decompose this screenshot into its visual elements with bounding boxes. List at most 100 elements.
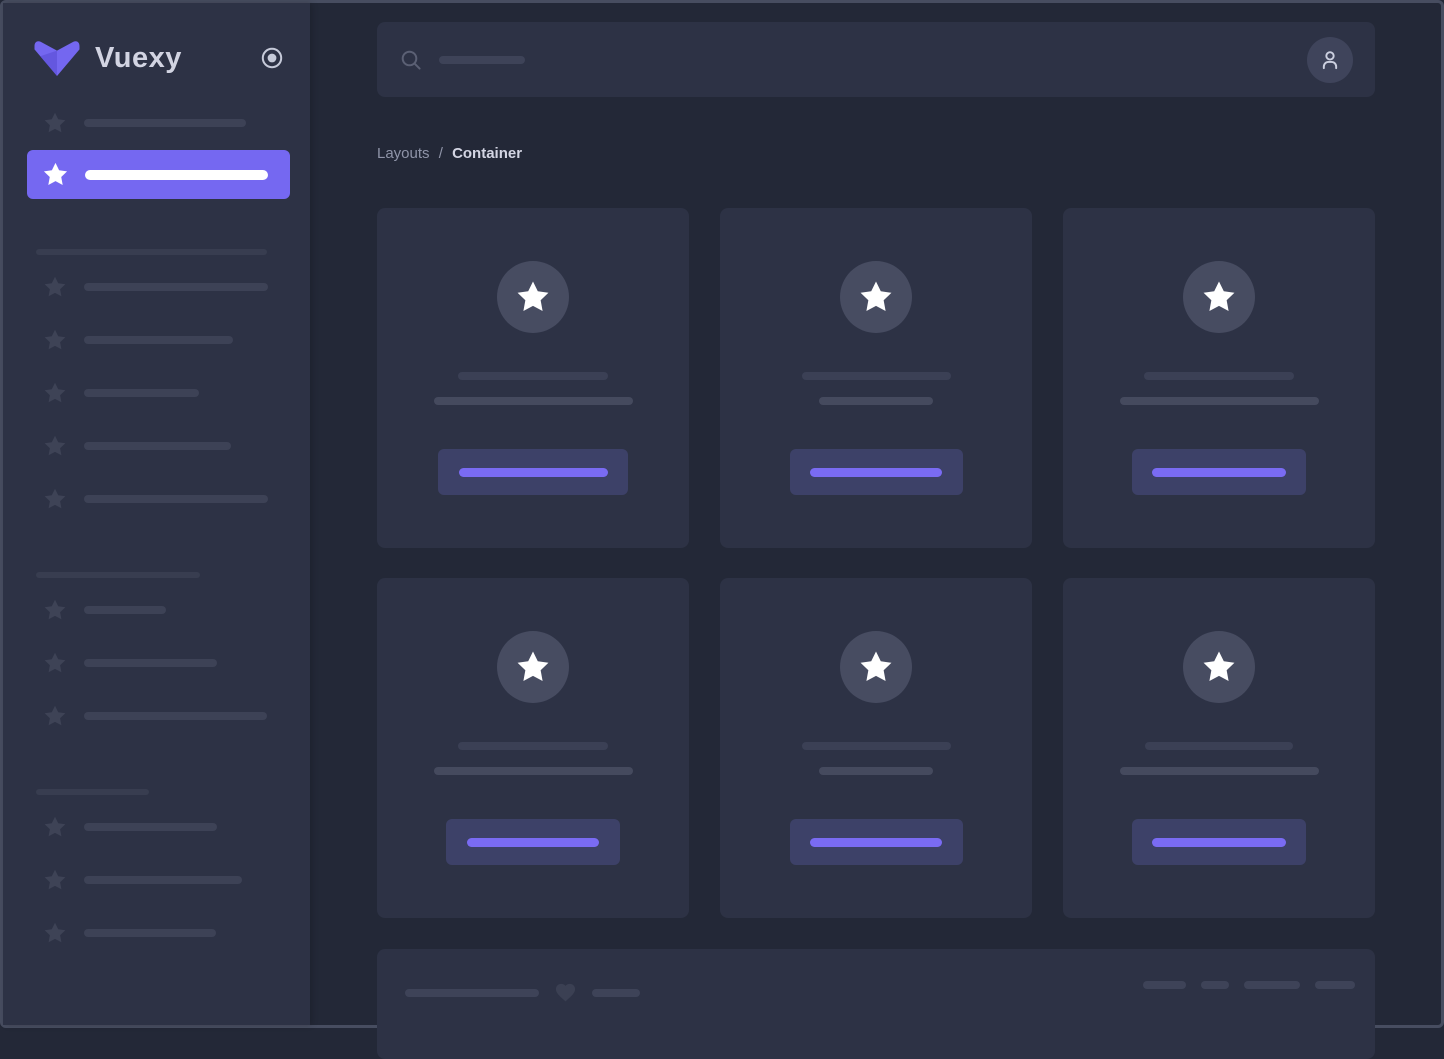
card-badge-circle	[840, 631, 912, 703]
card-badge-circle	[1183, 261, 1255, 333]
button-label-bar	[467, 837, 599, 847]
card-action-button[interactable]	[789, 819, 963, 865]
card-subtitle-bar	[819, 767, 933, 775]
heart-icon	[554, 981, 577, 1004]
brand-name: Vuexy	[95, 41, 182, 74]
card-subtitle-bar	[1119, 767, 1319, 775]
star-icon	[1201, 649, 1237, 685]
star-icon	[858, 649, 894, 685]
sidebar-item[interactable]	[43, 111, 290, 135]
card-title-bar	[1145, 742, 1293, 750]
footer-right	[1143, 981, 1355, 989]
sidebar-header: Vuexy	[3, 3, 310, 77]
feature-card	[377, 578, 689, 918]
search-bar[interactable]	[377, 22, 1375, 97]
card-badge-circle	[497, 261, 569, 333]
button-label-bar	[1152, 837, 1286, 847]
card-subtitle-bar	[1119, 397, 1319, 405]
card-title-bar	[1144, 372, 1294, 380]
sidebar-item[interactable]	[43, 921, 290, 945]
sidebar-menu	[3, 77, 310, 945]
menu-item-label-bar	[85, 169, 268, 180]
sidebar-item[interactable]	[43, 704, 290, 728]
star-icon	[43, 434, 67, 458]
breadcrumb: Layouts / Container	[377, 145, 1375, 162]
menu-section-divider	[36, 789, 149, 795]
feature-card	[720, 208, 1032, 548]
card-action-button[interactable]	[1132, 819, 1306, 865]
menu-section-divider	[36, 249, 267, 255]
record-circle-icon	[260, 46, 284, 70]
menu-item-label-bar	[84, 876, 242, 884]
user-icon	[1317, 47, 1343, 73]
menu-item-label-bar	[84, 823, 217, 831]
card-badge-circle	[1183, 631, 1255, 703]
menu-item-label-bar	[84, 659, 217, 667]
footer-link-bar	[1143, 981, 1186, 989]
star-icon	[1201, 279, 1237, 315]
sidebar-item[interactable]	[43, 815, 290, 839]
feature-card	[1063, 208, 1375, 548]
menu-section-divider	[36, 572, 200, 578]
footer-link-bar	[1244, 981, 1300, 989]
footer-text-bar	[592, 988, 640, 997]
sidebar-item[interactable]	[43, 868, 290, 892]
card-action-button[interactable]	[446, 819, 620, 865]
star-icon	[43, 651, 67, 675]
card-action-button[interactable]	[438, 449, 628, 495]
sidebar-item[interactable]	[43, 651, 290, 675]
star-icon	[43, 815, 67, 839]
card-badge-circle	[497, 631, 569, 703]
vuexy-logo-icon	[33, 39, 81, 77]
sidebar-item[interactable]	[43, 434, 290, 458]
search-placeholder-bar	[439, 55, 525, 64]
cards-grid	[377, 208, 1375, 918]
sidebar-pin-toggle-button[interactable]	[260, 46, 284, 70]
star-icon	[43, 381, 67, 405]
star-icon	[515, 649, 551, 685]
star-icon	[43, 275, 67, 299]
star-icon	[43, 921, 67, 945]
menu-item-label-bar	[84, 283, 268, 291]
card-title-bar	[801, 372, 951, 380]
feature-card	[1063, 578, 1375, 918]
card-badge-circle	[840, 261, 912, 333]
menu-item-label-bar	[84, 929, 216, 937]
sidebar-item[interactable]	[43, 328, 290, 352]
footer-link-bar	[1201, 981, 1229, 989]
star-icon	[515, 279, 551, 315]
breadcrumb-current: Container	[452, 145, 523, 162]
card-title-bar	[458, 372, 608, 380]
sidebar-item[interactable]	[43, 381, 290, 405]
user-avatar-button[interactable]	[1307, 36, 1353, 83]
button-label-bar	[810, 837, 942, 847]
card-subtitle-bar	[819, 397, 933, 405]
footer-text-bar	[405, 988, 539, 997]
app-root: Vuexy	[3, 3, 1441, 1059]
card-subtitle-bar	[433, 397, 633, 405]
card-subtitle-bar	[433, 767, 633, 775]
card-title-bar	[801, 742, 951, 750]
star-icon	[43, 704, 67, 728]
sidebar-item[interactable]	[43, 487, 290, 511]
button-label-bar	[458, 467, 608, 477]
breadcrumb-separator: /	[438, 145, 443, 162]
button-label-bar	[810, 467, 942, 477]
feature-card	[377, 208, 689, 548]
card-action-button[interactable]	[789, 449, 963, 495]
menu-item-label-bar	[84, 442, 231, 450]
feature-card	[720, 578, 1032, 918]
sidebar-item[interactable]	[43, 275, 290, 299]
brand[interactable]: Vuexy	[33, 39, 260, 77]
star-icon	[43, 598, 67, 622]
star-icon	[42, 161, 69, 188]
star-icon	[43, 868, 67, 892]
sidebar-item[interactable]	[43, 598, 290, 622]
card-action-button[interactable]	[1132, 449, 1306, 495]
breadcrumb-parent[interactable]: Layouts	[377, 145, 430, 162]
menu-item-label-bar	[84, 712, 267, 720]
footer-link-bar	[1315, 981, 1355, 989]
footer-left	[405, 981, 640, 1004]
star-icon	[43, 487, 67, 511]
sidebar-item-active[interactable]	[27, 150, 290, 199]
